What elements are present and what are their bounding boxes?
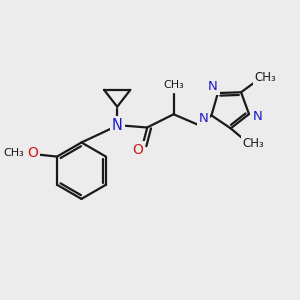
Text: N: N xyxy=(199,112,208,125)
Text: O: O xyxy=(27,146,38,160)
Text: CH₃: CH₃ xyxy=(163,80,184,90)
Text: CH₃: CH₃ xyxy=(3,148,24,158)
Text: CH₃: CH₃ xyxy=(255,71,276,84)
Text: N: N xyxy=(252,110,262,123)
Text: N: N xyxy=(208,80,218,93)
Text: O: O xyxy=(132,143,143,157)
Text: N: N xyxy=(112,118,123,133)
Text: CH₃: CH₃ xyxy=(242,137,264,150)
